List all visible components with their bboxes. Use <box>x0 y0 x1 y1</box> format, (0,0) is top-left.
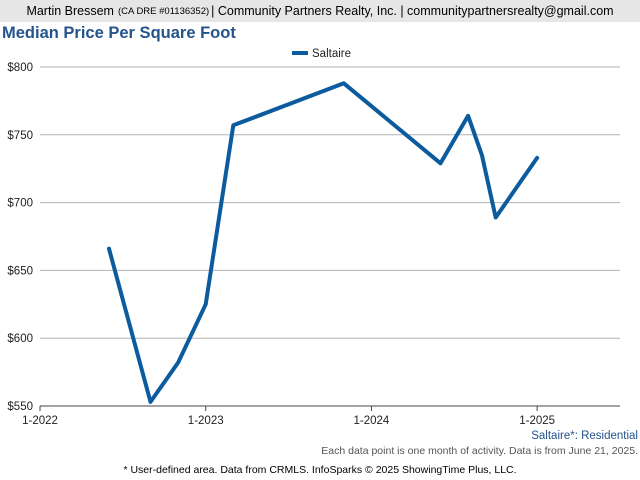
agent-name: Martin Bressem <box>26 4 114 18</box>
agent-license: (CA DRE #01136352) <box>117 5 210 17</box>
x-tick-label: 1-2025 <box>519 415 555 427</box>
company-info: | Community Partners Realty, Inc. | comm… <box>211 4 614 18</box>
source-note: * User-defined area. Data from CRMLS. In… <box>123 464 517 476</box>
legend-label: Saltaire <box>312 48 351 60</box>
y-tick-label: $700 <box>7 198 33 210</box>
x-tick-label: 1-2024 <box>354 415 390 427</box>
series-line-saltaire <box>107 81 540 404</box>
area-note: Saltaire*: Residential <box>531 430 638 442</box>
y-tick-label: $550 <box>7 401 33 413</box>
y-tick-label: $600 <box>7 333 33 345</box>
y-tick-label: $800 <box>7 62 33 74</box>
y-tick-label: $650 <box>7 265 33 277</box>
header-bar: Martin Bressem (CA DRE #01136352) | Comm… <box>0 0 640 22</box>
chart-title: Median Price Per Square Foot <box>2 24 236 42</box>
y-tick-label: $750 <box>7 130 33 142</box>
x-tick-label: 1-2023 <box>188 415 224 427</box>
x-tick-label: 1-2022 <box>22 415 58 427</box>
activity-note: Each data point is one month of activity… <box>321 445 638 457</box>
